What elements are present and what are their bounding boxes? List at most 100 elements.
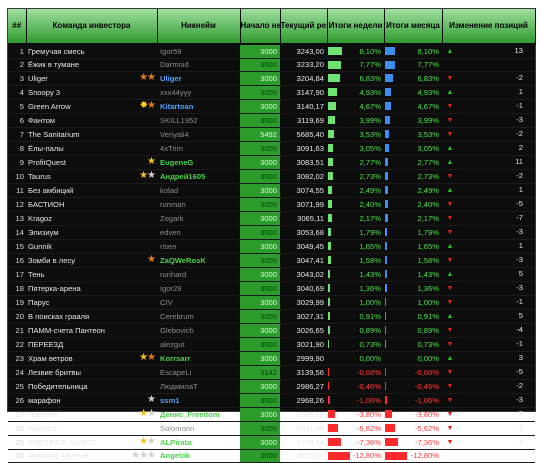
nickname[interactable]: Darmoid [157,58,240,72]
week-start: 3000 [240,281,280,296]
table-row[interactable]: 8 Ёлы-палы 4xTrim 3000 3091,63 3,05% 3,05% ▲ 2 [8,141,535,156]
nickname[interactable]: Igor29 [157,281,240,296]
position-change-value: -1 [516,437,523,446]
week-start: 3000 [240,169,280,184]
nickname[interactable]: runhard [157,267,240,282]
nickname[interactable]: Glebovich [157,323,240,338]
nickname[interactable]: Angelok [157,449,240,463]
nickname[interactable]: Korrsarr [157,351,240,366]
table-row[interactable]: 20 В поисках грааля Cerebrum 3000 3027,31 0,9… [8,309,535,324]
table-row[interactable]: 21 ПАММ-счета Пантеон Glebovich 3000 3026,65… [8,323,535,338]
table-row[interactable]: 11 Без амбиций kolad 3000 3074,55 2,49% 2,49% ▲… [8,183,535,198]
nickname[interactable]: Igor59 [157,44,240,59]
down-arrow-icon: ▼ [446,439,454,446]
nickname[interactable]: kolad [157,183,240,198]
nickname[interactable]: ALPirata [157,435,240,450]
row-index: 30 [8,449,26,463]
nickname[interactable]: EugeneG [157,155,240,170]
nickname[interactable]: CIV [157,295,240,310]
nickname[interactable]: Андрей1605 [157,169,240,184]
month-bar [385,368,386,376]
nickname[interactable]: SKILL1952 [157,113,240,128]
nickname[interactable]: ssm1 [157,393,240,408]
nickname[interactable]: Cerebrum [157,309,240,324]
nickname[interactable]: Uliger [157,71,240,86]
position-change-value: -5 [516,367,523,376]
table-row[interactable]: 14 Элизиум edven 3000 3053,68 1,79% 1,79% ▼ -3 [8,225,535,240]
current-result: 3043,02 [280,267,327,282]
table-row[interactable]: 6 Фантом SKILL1952 3000 3119,69 3,99% 3,99% ▼ -3 [8,113,535,128]
month-result: -12,80% [384,449,442,463]
col-header-current[interactable]: Текущий результат [280,9,328,45]
table-row[interactable]: 30 Маркиза Ангелов ★★★ Angelok 3000 2615,90 -1… [8,449,535,463]
nickname[interactable]: xxx44yyy [157,85,240,100]
table-row[interactable]: 9 ProfitQuest ★ EugeneG 3000 3083,51 2,77% 2,77… [8,155,535,170]
table-row[interactable]: 29 PRESTIGE-INVEST ★★ ALPirata 3000 2779,34 -7… [8,435,535,450]
team-name: ProfitQuest [28,157,66,167]
nickname[interactable]: runman [157,197,240,212]
table-row[interactable]: 28 Nautilius Solomonn 3000 2831,55 -5,62% -5,6… [8,421,535,436]
nickname[interactable]: Kitartoan [157,99,240,114]
nickname[interactable]: Solomonn [157,421,240,436]
row-index: 3 [8,71,26,86]
table-row[interactable]: 7 The Sanitarium Veriyali4 5492 5685,40 3,53%… [8,127,535,142]
table-row[interactable]: 15 Gunnik risen 3000 3049,45 1,65% 1,65% ▲ 1 [8,239,535,254]
table-row[interactable]: 1 Гремучая смесь Igor59 3000 3243,00 8,10% 8,1… [8,44,535,59]
col-header-nick[interactable]: Никнейм [157,9,241,45]
col-header-month[interactable]: Итоги месяца [384,9,443,45]
team-name: Green Arrow [28,101,71,111]
nickname[interactable]: alezgut [157,337,240,352]
nickname[interactable]: ZaQWeRosK [157,253,240,268]
table-row[interactable]: 18 Пятерка-арена Igor29 3000 3040,69 1,36% 1,3… [8,281,535,296]
month-percent: 2,73% [417,171,439,181]
table-row[interactable]: 26 марафон ★ ssm1 3000 2968,26 -1,06% -1,06% ▼ -3 [8,393,535,408]
week-result: 4,67% [327,99,384,114]
table-row[interactable]: 19 Парус CIV 3000 3029,99 1,00% 1,00% ▼ -1 [8,295,535,310]
table-row[interactable]: 2 Ёжик в тумане Darmoid 3000 3233,20 7,77% 7,7… [8,58,535,72]
nickname[interactable]: EscapeLi [157,365,240,380]
position-change-value: -3 [516,115,523,124]
week-percent: 1,00% [359,297,381,307]
table-row[interactable]: 17 Тень runhard 3000 3043,02 1,43% 1,43% ▲ 5 [8,267,535,282]
up-arrow-icon: ▲ [446,243,454,250]
col-header-start[interactable]: Начало недели [240,9,281,45]
table-row[interactable]: 12 БАСТИОН runman 3000 3071,99 2,40% 2,40% ▼ -5 [8,197,535,212]
team-cell: Uliger ★★ [26,71,157,86]
position-change-value: 5 [518,311,523,320]
table-row[interactable]: 10 Taurus ★★ Андрей1605 3000 3082,02 2,73% 2,73… [8,169,535,184]
week-result: -1,06% [327,393,384,408]
nickname[interactable]: Veriyali4 [157,127,240,142]
week-start: 3000 [240,449,280,463]
team-name: БАСТИОН [28,199,65,209]
col-header-team[interactable]: Команда инвестора [26,9,158,45]
col-header-week[interactable]: Итоги недели [327,9,385,45]
nickname[interactable]: risen [157,239,240,254]
nickname[interactable]: edven [157,225,240,240]
team-name: Ёжик в тумане [28,60,80,69]
current-result: 2968,26 [280,393,327,408]
table-row[interactable]: 5 Green Arrow ✸★ Kitartoan 3000 3140,17 4,67% 4… [8,99,535,114]
bronze-star-icon: ★ [147,254,156,265]
table-row[interactable]: 25 Победительница ЛюдмилаТ 3000 2986,27 -0,46… [8,379,535,394]
table-row[interactable]: 13 Kragoz Zogark 3000 3065,11 2,17% 2,17% ▼ -7 [8,211,535,226]
nickname[interactable]: Денис_Freedom [157,407,240,422]
nickname[interactable]: Zogark [157,211,240,226]
week-bar [328,172,333,180]
award-stars: ★★ [139,170,156,182]
position-change: ▼ -3 [442,281,535,296]
week-bar [328,256,331,264]
table-row[interactable]: 16 Зомби в лесу ★ ZaQWeRosK 3000 3047,41 1,58%… [8,253,535,268]
table-row[interactable]: 3 Uliger ★★ Uliger 3000 3204,84 6,83% 6,83% ▼ -2 [8,71,535,86]
table-row[interactable]: 4 Snoopy 3 xxx44yyy 3000 3147,90 4,93% 4,93% ▲ 1 [8,85,535,100]
col-header-change[interactable]: Изменение позиций [442,9,536,45]
nickname[interactable]: ЛюдмилаТ [157,379,240,394]
table-row[interactable]: 22 ПЕРЕЕЗД alezgut 3000 3021,90 0,73% 0,73% ▼ -1 [8,337,535,352]
col-header-index[interactable]: ## [8,9,27,45]
table-row[interactable]: 24 Лезвие бритвы EscapeLi 3142 3139,56 -0,08%… [8,365,535,380]
table-row[interactable]: 23 Храм ветров ★★ Korrsarr 3000 2999,90 0,00% 0… [8,351,535,366]
down-arrow-icon: ▼ [446,383,454,390]
table-row[interactable]: 27 Простая ★★ Денис_Freedom 3000 2886,15 -3,80… [8,407,535,422]
week-percent: 0,00% [359,353,381,363]
nickname[interactable]: 4xTrim [157,141,240,156]
week-bar [328,102,337,110]
